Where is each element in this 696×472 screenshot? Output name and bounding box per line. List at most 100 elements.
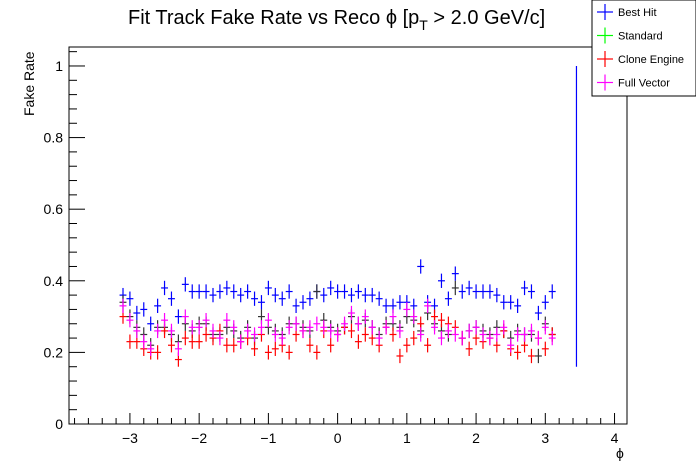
data-point bbox=[230, 284, 238, 299]
data-point bbox=[223, 313, 231, 328]
data-point bbox=[119, 298, 127, 314]
chart-title: Fit Track Fake Rate vs Reco ϕ [pT > 2.0 … bbox=[128, 7, 545, 33]
data-point bbox=[417, 259, 425, 274]
data-point bbox=[195, 320, 203, 335]
y-tick-label: 0.6 bbox=[44, 201, 64, 217]
legend: Best Hit Standard Clone Engine Full Vector bbox=[591, 0, 696, 97]
data-point bbox=[264, 345, 272, 360]
data-point bbox=[292, 298, 300, 314]
data-point bbox=[285, 284, 293, 299]
data-point bbox=[223, 280, 231, 296]
data-point bbox=[368, 287, 376, 303]
data-point bbox=[396, 348, 404, 364]
data-point bbox=[271, 287, 279, 303]
data-point bbox=[126, 291, 134, 306]
x-tick-label: −2 bbox=[191, 430, 207, 446]
data-point bbox=[299, 295, 307, 310]
data-point bbox=[251, 327, 258, 342]
data-point bbox=[154, 345, 162, 360]
data-point bbox=[209, 323, 217, 339]
data-point bbox=[126, 313, 134, 328]
data-point bbox=[541, 320, 549, 335]
data-point bbox=[410, 309, 418, 324]
data-point bbox=[258, 295, 265, 310]
data-point bbox=[195, 334, 203, 349]
legend-item: Clone Engine bbox=[597, 51, 684, 67]
y-axis-label: Fake Rate bbox=[21, 51, 37, 116]
data-point bbox=[133, 323, 141, 339]
data-point bbox=[202, 327, 210, 342]
x-tick-label: 2 bbox=[472, 430, 480, 446]
legend-label: Full Vector bbox=[618, 78, 670, 90]
data-point bbox=[424, 338, 432, 353]
data-point bbox=[514, 345, 522, 360]
data-point bbox=[438, 330, 445, 346]
data-point bbox=[507, 295, 515, 310]
data-point bbox=[306, 338, 314, 353]
data-point bbox=[493, 287, 501, 303]
data-point bbox=[140, 302, 148, 317]
data-point bbox=[334, 284, 342, 299]
data-point bbox=[354, 316, 362, 331]
data-point bbox=[306, 291, 314, 306]
data-point bbox=[147, 341, 155, 356]
x-tick-label: 4 bbox=[611, 430, 619, 446]
data-point bbox=[237, 287, 245, 303]
y-tick-label: 1 bbox=[55, 58, 63, 74]
data-point bbox=[354, 334, 362, 349]
data-point bbox=[168, 323, 175, 339]
data-point bbox=[375, 291, 383, 306]
y-tick-label: 0.2 bbox=[44, 344, 64, 360]
data-point bbox=[202, 284, 210, 299]
x-tick-label: 0 bbox=[334, 430, 342, 446]
data-point bbox=[154, 298, 162, 314]
legend-item: Standard bbox=[597, 27, 663, 44]
data-point bbox=[285, 320, 293, 335]
data-point bbox=[507, 338, 515, 353]
data-point bbox=[264, 280, 272, 296]
data-point bbox=[382, 298, 390, 314]
data-point bbox=[174, 341, 182, 356]
series-full-vector bbox=[119, 298, 556, 356]
data-point bbox=[327, 323, 335, 339]
data-point bbox=[472, 284, 480, 299]
data-point bbox=[271, 327, 279, 342]
data-point bbox=[479, 284, 487, 299]
data-point bbox=[528, 284, 535, 299]
data-point bbox=[320, 320, 328, 335]
data-point bbox=[396, 323, 404, 339]
data-point bbox=[521, 327, 528, 342]
data-point bbox=[431, 320, 438, 335]
data-point bbox=[271, 341, 279, 356]
data-point bbox=[534, 305, 542, 321]
data-point bbox=[244, 323, 252, 339]
data-point bbox=[181, 309, 189, 324]
data-point bbox=[327, 338, 335, 353]
data-point bbox=[306, 320, 314, 335]
data-point bbox=[451, 327, 459, 342]
data-point bbox=[410, 330, 418, 346]
legend-label: Clone Engine bbox=[618, 54, 684, 66]
data-point bbox=[465, 280, 473, 296]
data-point bbox=[424, 298, 432, 314]
data-point bbox=[251, 291, 258, 306]
data-point bbox=[174, 309, 182, 324]
data-point bbox=[313, 284, 321, 299]
data-point bbox=[361, 287, 369, 303]
data-point bbox=[216, 284, 224, 299]
data-point bbox=[438, 273, 445, 288]
data-point bbox=[341, 284, 348, 299]
data-point bbox=[244, 284, 252, 299]
data-point bbox=[188, 320, 196, 335]
legend-label: Standard bbox=[618, 31, 663, 43]
data-point bbox=[348, 305, 355, 321]
data-point bbox=[334, 327, 342, 342]
data-point bbox=[320, 287, 328, 303]
legend-item: Full Vector bbox=[597, 74, 670, 91]
data-point bbox=[417, 327, 425, 342]
data-point bbox=[451, 266, 459, 281]
data-point bbox=[493, 327, 501, 342]
x-tick-label: −1 bbox=[260, 430, 276, 446]
data-point bbox=[188, 284, 196, 299]
data-point bbox=[292, 316, 300, 331]
